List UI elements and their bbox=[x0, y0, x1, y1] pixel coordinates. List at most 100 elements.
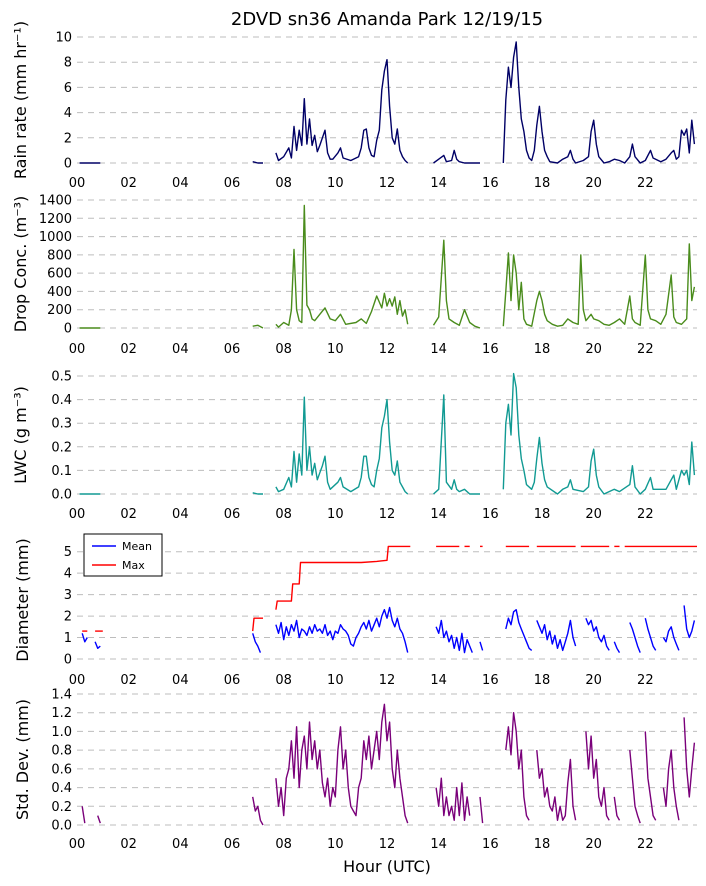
series-line bbox=[252, 617, 263, 632]
y-tick-label: 0.3 bbox=[51, 417, 72, 432]
series-line bbox=[536, 619, 577, 652]
chart-panel-2: 0 200 400 600 800 1000 1200 1400 00 02 04 06 08 10 12 1… bbox=[11, 194, 697, 357]
y-tick-label: 0.8 bbox=[51, 744, 72, 759]
x-tick-label: 18 bbox=[534, 507, 551, 522]
series-lwc bbox=[79, 372, 696, 495]
y-tick-label: 4 bbox=[64, 567, 72, 582]
legend-box bbox=[83, 533, 163, 577]
y-tick-label: 0 bbox=[64, 157, 72, 172]
x-tick-label: 16 bbox=[482, 176, 499, 191]
x-tick-label: 08 bbox=[275, 837, 292, 852]
x-tick-label: 04 bbox=[172, 507, 189, 522]
series-line bbox=[435, 619, 473, 654]
x-tick-label: 16 bbox=[482, 507, 499, 522]
series-line bbox=[585, 617, 610, 651]
series-line bbox=[432, 239, 481, 329]
series-conc bbox=[79, 204, 696, 329]
x-tick-label: 14 bbox=[430, 837, 447, 852]
y-tick-label: 0.2 bbox=[51, 440, 72, 455]
x-tick-label: 18 bbox=[534, 176, 551, 191]
y-tick-label: 0.5 bbox=[51, 370, 72, 385]
x-tick-label: 00 bbox=[69, 837, 86, 852]
y-tick-label: 5 bbox=[64, 545, 72, 560]
series-line bbox=[433, 394, 480, 495]
chart-panel-5: 0.0 0.2 0.4 0.6 0.8 1.0 1.2 1.4 00 02 04 06 08 10 12 14… bbox=[13, 688, 697, 852]
y-tick-label: 0.6 bbox=[51, 762, 72, 777]
x-tick-label: 16 bbox=[482, 342, 499, 357]
y-tick-label: 3 bbox=[64, 588, 72, 603]
x-tick-label: 20 bbox=[585, 673, 602, 688]
legend-label-mean: Mean bbox=[122, 540, 152, 553]
x-tick-label: 00 bbox=[69, 507, 86, 522]
x-tick-label: 08 bbox=[275, 176, 292, 191]
series-line bbox=[502, 243, 696, 327]
y-tick-label: 10 bbox=[55, 31, 72, 46]
series-line bbox=[502, 372, 696, 495]
series-line bbox=[433, 149, 480, 164]
series-line bbox=[275, 204, 409, 328]
y-tick-label: 4 bbox=[64, 106, 72, 121]
series-line bbox=[662, 626, 680, 651]
x-tick-label: 22 bbox=[637, 673, 654, 688]
x-tick-label: 06 bbox=[224, 342, 241, 357]
series-line bbox=[81, 633, 88, 643]
series-line bbox=[252, 324, 264, 329]
x-tick-label: 04 bbox=[172, 837, 189, 852]
x-tick-label: 16 bbox=[482, 837, 499, 852]
y-axis-label: Std. Dev. (mm) bbox=[13, 699, 32, 820]
series-max bbox=[82, 545, 697, 632]
series-line bbox=[479, 796, 484, 824]
x-tick-label: 02 bbox=[120, 507, 137, 522]
x-tick-label: 10 bbox=[327, 507, 344, 522]
x-tick-label: 06 bbox=[224, 837, 241, 852]
chart-panel-3: 0.0 0.1 0.2 0.3 0.4 0.5 00 02 04 06 08 10 12 14 16 18 20… bbox=[11, 370, 697, 522]
x-tick-label: 22 bbox=[637, 342, 654, 357]
x-tick-label: 08 bbox=[275, 673, 292, 688]
x-tick-label: 02 bbox=[120, 673, 137, 688]
series-line bbox=[644, 618, 657, 651]
series-line bbox=[613, 641, 621, 653]
series-line bbox=[275, 545, 411, 610]
x-tick-label: 18 bbox=[534, 342, 551, 357]
series-line bbox=[585, 731, 610, 821]
y-tick-label: 600 bbox=[47, 267, 72, 282]
x-tick-label: 10 bbox=[327, 837, 344, 852]
x-tick-label: 14 bbox=[430, 342, 447, 357]
y-axis-label: Diameter (mm) bbox=[13, 538, 32, 661]
y-tick-label: 0.0 bbox=[51, 819, 72, 834]
x-tick-label: 06 bbox=[224, 176, 241, 191]
x-tick-label: 10 bbox=[327, 673, 344, 688]
y-tick-label: 1000 bbox=[39, 230, 72, 245]
series-line bbox=[662, 749, 680, 821]
y-tick-label: 0.1 bbox=[51, 464, 72, 479]
x-tick-label: 22 bbox=[637, 507, 654, 522]
x-tick-label: 08 bbox=[275, 342, 292, 357]
x-tick-label: 00 bbox=[69, 673, 86, 688]
y-tick-label: 0.2 bbox=[51, 800, 72, 815]
x-tick-label: 20 bbox=[585, 507, 602, 522]
x-tick-label: 12 bbox=[379, 507, 396, 522]
y-tick-label: 1 bbox=[64, 631, 72, 646]
x-tick-label: 16 bbox=[482, 673, 499, 688]
series-line bbox=[275, 703, 409, 824]
y-tick-label: 1.4 bbox=[51, 688, 72, 703]
y-tick-label: 2 bbox=[64, 131, 72, 146]
x-tick-label: 00 bbox=[69, 176, 86, 191]
series-mean bbox=[81, 605, 696, 654]
x-tick-label: 02 bbox=[120, 176, 137, 191]
series-line bbox=[683, 605, 696, 639]
series-line bbox=[505, 609, 533, 651]
x-tick-label: 12 bbox=[379, 673, 396, 688]
y-tick-label: 200 bbox=[47, 303, 72, 318]
series-line bbox=[613, 796, 621, 821]
series-line bbox=[275, 59, 409, 164]
y-axis-label: Drop Conc. (m⁻³) bbox=[11, 196, 30, 333]
x-tick-label: 10 bbox=[327, 342, 344, 357]
series-line bbox=[97, 815, 101, 824]
x-tick-label: 02 bbox=[120, 342, 137, 357]
y-tick-label: 8 bbox=[64, 56, 72, 71]
y-tick-label: 0 bbox=[64, 322, 72, 337]
y-tick-label: 1.0 bbox=[51, 725, 72, 740]
